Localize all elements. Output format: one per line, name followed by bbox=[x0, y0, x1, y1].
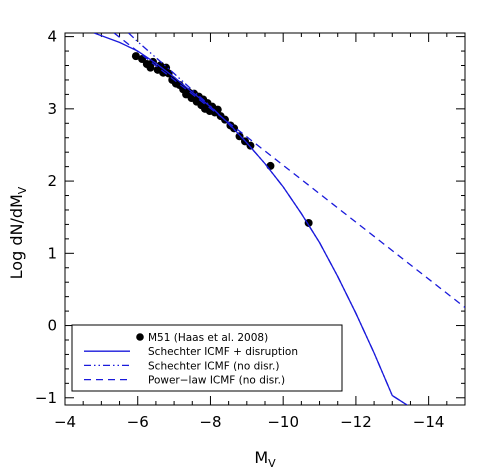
legend-swatch-0 bbox=[136, 333, 144, 341]
x-tick-label: −4 bbox=[54, 413, 76, 431]
data-point bbox=[266, 161, 275, 170]
y-tick-label: 1 bbox=[47, 244, 57, 262]
plot-area bbox=[93, 33, 465, 405]
x-axis-title-text: MV bbox=[254, 448, 276, 470]
y-tick-label: −1 bbox=[35, 389, 57, 407]
legend-label-0: M51 (Haas et al. 2008) bbox=[148, 332, 268, 344]
y-tick-label: 0 bbox=[47, 317, 57, 335]
series-points-0 bbox=[131, 52, 313, 227]
y-tick-label: 3 bbox=[47, 100, 57, 118]
legend-label-3: Power−law ICMF (no disr.) bbox=[148, 375, 285, 387]
data-point bbox=[131, 52, 140, 61]
legend-label-1: Schechter ICMF + disruption bbox=[148, 346, 298, 358]
legend-label-2: Schechter ICMF (no disr.) bbox=[148, 360, 279, 372]
y-tick-label: 4 bbox=[47, 28, 57, 46]
x-axis: −4 −6 −8 −10 −12 −14 bbox=[54, 33, 466, 431]
y-axis-title-text: Log dN/dMV bbox=[7, 186, 29, 279]
x-tick-label: −8 bbox=[199, 413, 221, 431]
x-axis-title: MV bbox=[254, 448, 276, 470]
x-tick-label: −12 bbox=[340, 413, 372, 431]
series-layer bbox=[93, 33, 465, 405]
data-point bbox=[246, 141, 255, 150]
y-axis: −1 0 1 2 3 4 bbox=[35, 28, 465, 407]
legend-box bbox=[71, 324, 343, 392]
legend: M51 (Haas et al. 2008) Schechter ICMF + d… bbox=[71, 324, 343, 392]
y-tick-label: 2 bbox=[47, 172, 57, 190]
x-tick-label: −6 bbox=[127, 413, 149, 431]
x-tick-label: −10 bbox=[267, 413, 299, 431]
x-tick-label: −14 bbox=[413, 413, 445, 431]
y-axis-title: Log dN/dMV bbox=[7, 186, 29, 279]
series-line-3 bbox=[113, 33, 465, 309]
series-line-2 bbox=[128, 33, 409, 405]
